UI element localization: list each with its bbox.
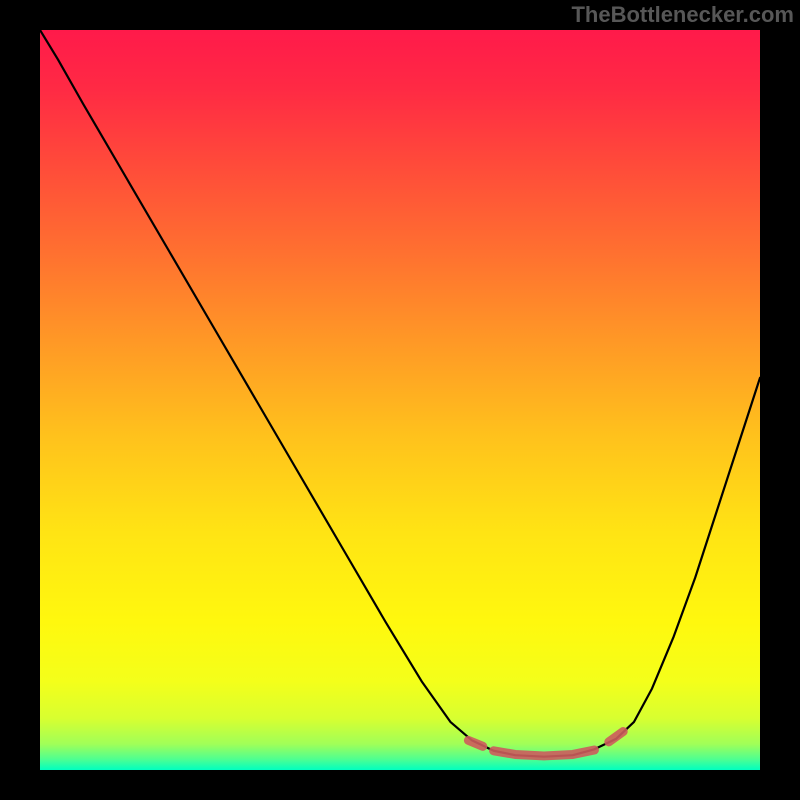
- watermark-text: TheBottlenecker.com: [571, 2, 794, 28]
- chart-frame: TheBottlenecker.com: [0, 0, 800, 800]
- optimal-range-segment: [468, 740, 482, 746]
- plot-area: [40, 30, 760, 770]
- gradient-background: [40, 30, 760, 770]
- bottleneck-curve-chart: [40, 30, 760, 770]
